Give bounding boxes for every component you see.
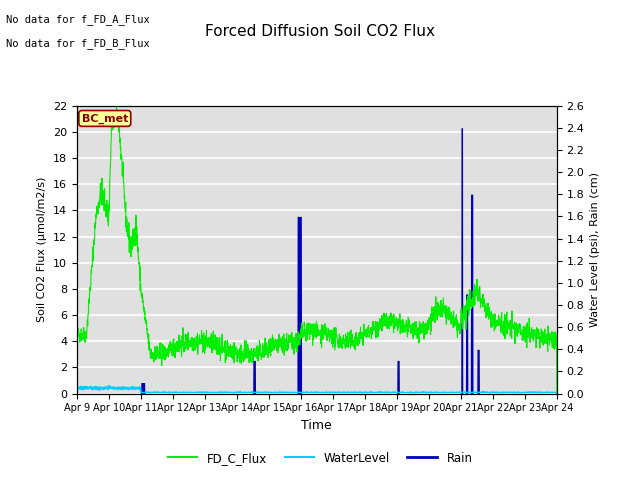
Text: No data for f_FD_A_Flux: No data for f_FD_A_Flux <box>6 14 150 25</box>
Y-axis label: Water Level (psi), Rain (cm): Water Level (psi), Rain (cm) <box>590 172 600 327</box>
X-axis label: Time: Time <box>301 419 332 432</box>
Text: BC_met: BC_met <box>82 113 128 123</box>
Text: Forced Diffusion Soil CO2 Flux: Forced Diffusion Soil CO2 Flux <box>205 24 435 39</box>
Text: No data for f_FD_B_Flux: No data for f_FD_B_Flux <box>6 38 150 49</box>
Y-axis label: Soil CO2 Flux (μmol/m2/s): Soil CO2 Flux (μmol/m2/s) <box>37 177 47 322</box>
Legend: FD_C_Flux, WaterLevel, Rain: FD_C_Flux, WaterLevel, Rain <box>163 447 477 469</box>
